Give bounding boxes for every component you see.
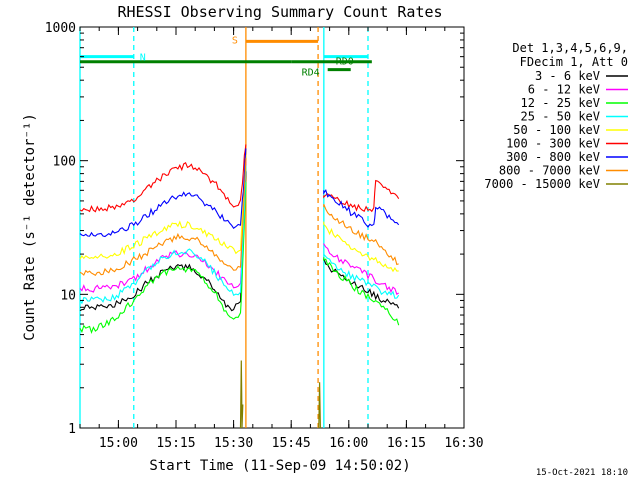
x-tick-label-3: 15:45 [272,436,311,451]
x-tick-label-4: 16:00 [329,436,368,451]
axes: 1 10 100 1000 15:00 15:15 15:30 15:45 16:00 16:15… [45,21,484,451]
legend-label-8: 7000 - 15000 keV [484,177,600,191]
vertical-markers [79,27,369,428]
y-tick-label-3: 1000 [45,21,76,36]
series-line-1 [79,160,399,296]
x-tick-label-2: 15:30 [214,436,253,451]
legend-header-line-1: Det 1,3,4,5,6,9, [512,41,628,55]
series-line-4 [79,154,399,273]
series-line-2 [79,182,400,335]
series-line-6 [79,148,400,238]
legend-header-line-2: FDecim 1, Att 0 [520,55,628,69]
x-tick-label-1: 15:15 [156,436,195,451]
y-tick-label-0: 1 [68,422,76,437]
series-line-3 [79,165,400,305]
legend-label-1: 6 - 12 keV [528,83,600,97]
legend-label-0: 3 - 6 keV [535,69,600,83]
x-tick-label-6: 16:30 [444,436,483,451]
legend-label-3: 25 - 50 keV [521,110,600,124]
legend: Det 1,3,4,5,6,9, FDecim 1, Att 0 3 - 6 k… [484,41,628,191]
series-line-7 [79,158,399,277]
x-tick-label-0: 15:00 [99,436,138,451]
y-axis-label: Count Rate (s⁻¹ detector⁻¹) [22,113,38,341]
legend-label-2: 12 - 25 keV [521,96,600,110]
state-bar-label-2: RD0 [336,57,354,68]
state-bar-label-3: RD4 [302,68,320,79]
x-tick-label-5: 16:15 [387,436,426,451]
state-bar-label-1: S [232,35,238,46]
series-line-5 [79,144,400,213]
series-line-8 [239,360,321,429]
series-lines [79,144,400,429]
x-axis-label: Start Time (11-Sep-09 14:50:02) [149,458,410,474]
state-bar-label-0: N [140,53,146,64]
y-tick-label-1: 10 [60,288,76,303]
legend-label-7: 800 - 7000 keV [499,164,600,178]
chart-title: RHESSI Observing Summary Count Rates [117,3,442,21]
footer-date: 15-Oct-2021 18:10 [536,468,628,478]
plot-frame [79,26,465,429]
legend-label-5: 100 - 300 keV [506,137,600,151]
attenuator-bars: N S RD0 RD4 [80,35,372,79]
legend-label-6: 300 - 800 keV [506,150,600,164]
series-line-0 [79,171,400,312]
plot-border [79,26,465,429]
legend-label-4: 50 - 100 keV [513,123,600,137]
y-tick-label-2: 100 [53,155,76,170]
